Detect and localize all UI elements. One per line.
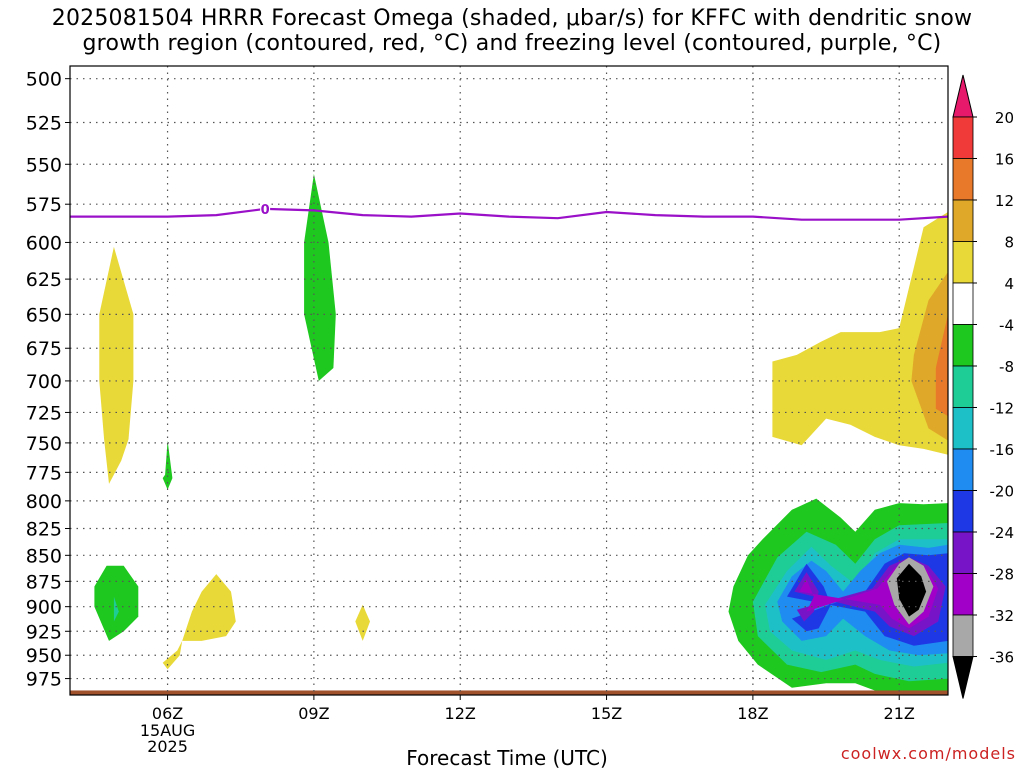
colorbar-segment-2	[952, 158, 974, 201]
y-tick-label-850: 850	[26, 545, 62, 567]
colorbar-segment-9	[952, 448, 974, 491]
omega-region-3	[355, 604, 370, 641]
y-tick-label-775: 775	[26, 462, 62, 484]
colorbar-label-1: 16	[995, 151, 1014, 169]
colorbar-label-8: -16	[990, 441, 1015, 459]
colorbar-segment-4	[952, 241, 974, 284]
omega-region-0	[99, 246, 134, 484]
omega-region-18	[896, 563, 927, 617]
y-tick-label-875: 875	[26, 571, 62, 593]
colorbar-label-3: 8	[1004, 234, 1014, 252]
x-axis-label: Forecast Time (UTC)	[406, 746, 608, 768]
y-tick-label-550: 550	[26, 154, 62, 176]
x-tick-label-18Z: 18Z	[737, 704, 768, 723]
y-tick-label-750: 750	[26, 433, 62, 455]
watermark: coolwx.com/models	[840, 744, 1016, 763]
y-tick-label-625: 625	[26, 269, 62, 291]
freezing-level-line	[70, 207, 948, 221]
x-tick-label-21Z: 21Z	[884, 704, 915, 723]
y-tick-label-525: 525	[26, 112, 62, 134]
omega-region-9	[935, 314, 948, 417]
omega-region-5	[113, 596, 119, 622]
chart-title-line-2: growth region (contoured, red, °C) and f…	[82, 31, 942, 56]
y-tick-label-675: 675	[26, 338, 62, 360]
x-tick-label-15Z: 15Z	[591, 704, 622, 723]
colorbar-segment-6	[952, 324, 974, 367]
colorbar-label-6: -8	[999, 358, 1014, 376]
colorbar-segment-12	[952, 573, 974, 616]
colorbar-segment-5	[952, 282, 974, 325]
y-tick-label-600: 600	[26, 232, 62, 254]
omega-region-1	[162, 440, 173, 490]
freezing-level-label: 0	[261, 203, 270, 218]
y-tick-label-725: 725	[26, 402, 62, 424]
colorbar-segment-8	[952, 407, 974, 450]
y-tick-label-575: 575	[26, 194, 62, 216]
y-tick-label-900: 900	[26, 597, 62, 619]
colorbar-label-2: 12	[995, 192, 1014, 210]
x-tick-label-06Z: 06Z	[152, 704, 183, 723]
colorbar-arrow-bottom	[952, 656, 974, 699]
colorbar-label-9: -20	[990, 483, 1015, 501]
y-tick-label-950: 950	[26, 645, 62, 667]
freezing-level-label-bg	[260, 201, 271, 216]
colorbar-label-0: 20	[995, 109, 1014, 127]
colorbar-label-10: -24	[990, 524, 1015, 542]
terrain-strip	[70, 690, 948, 695]
colorbar-label-4: 4	[1004, 275, 1014, 293]
omega-region-4	[94, 565, 139, 641]
colorbar-segment-7	[952, 365, 974, 408]
y-tick-label-825: 825	[26, 519, 62, 541]
colorbar-segment-10	[952, 490, 974, 533]
y-tick-label-650: 650	[26, 304, 62, 326]
y-tick-label-925: 925	[26, 621, 62, 643]
plot-area: 0	[70, 66, 948, 695]
x-tick-label-12Z: 12Z	[445, 704, 476, 723]
colorbar-label-5: -4	[999, 317, 1014, 335]
colorbar-label-11: -28	[990, 566, 1015, 584]
chart-title: 2025081504 HRRR Forecast Omega (shaded, …	[0, 6, 1024, 56]
omega-region-6	[162, 574, 236, 670]
colorbar-segment-1	[952, 116, 974, 159]
y-tick-label-975: 975	[26, 669, 62, 691]
y-tick-label-800: 800	[26, 491, 62, 513]
colorbar-label-7: -12	[990, 400, 1015, 418]
colorbar-segment-3	[952, 199, 974, 242]
x-date-label-0: 15AUG	[140, 721, 195, 740]
omega-region-2	[304, 174, 336, 381]
x-tick-label-09Z: 09Z	[298, 704, 329, 723]
y-tick-label-700: 700	[26, 371, 62, 393]
x-date-label-1: 2025	[147, 737, 188, 756]
omega-region-7	[772, 212, 948, 455]
colorbar-segment-11	[952, 531, 974, 574]
y-tick-label-500: 500	[26, 69, 62, 91]
colorbar-label-12: -32	[990, 607, 1015, 625]
colorbar-segment-13	[952, 614, 974, 657]
colorbar-label-13: -36	[990, 649, 1015, 667]
chart-title-line-1: 2025081504 HRRR Forecast Omega (shaded, …	[51, 6, 973, 31]
colorbar-arrow-top	[952, 74, 974, 118]
